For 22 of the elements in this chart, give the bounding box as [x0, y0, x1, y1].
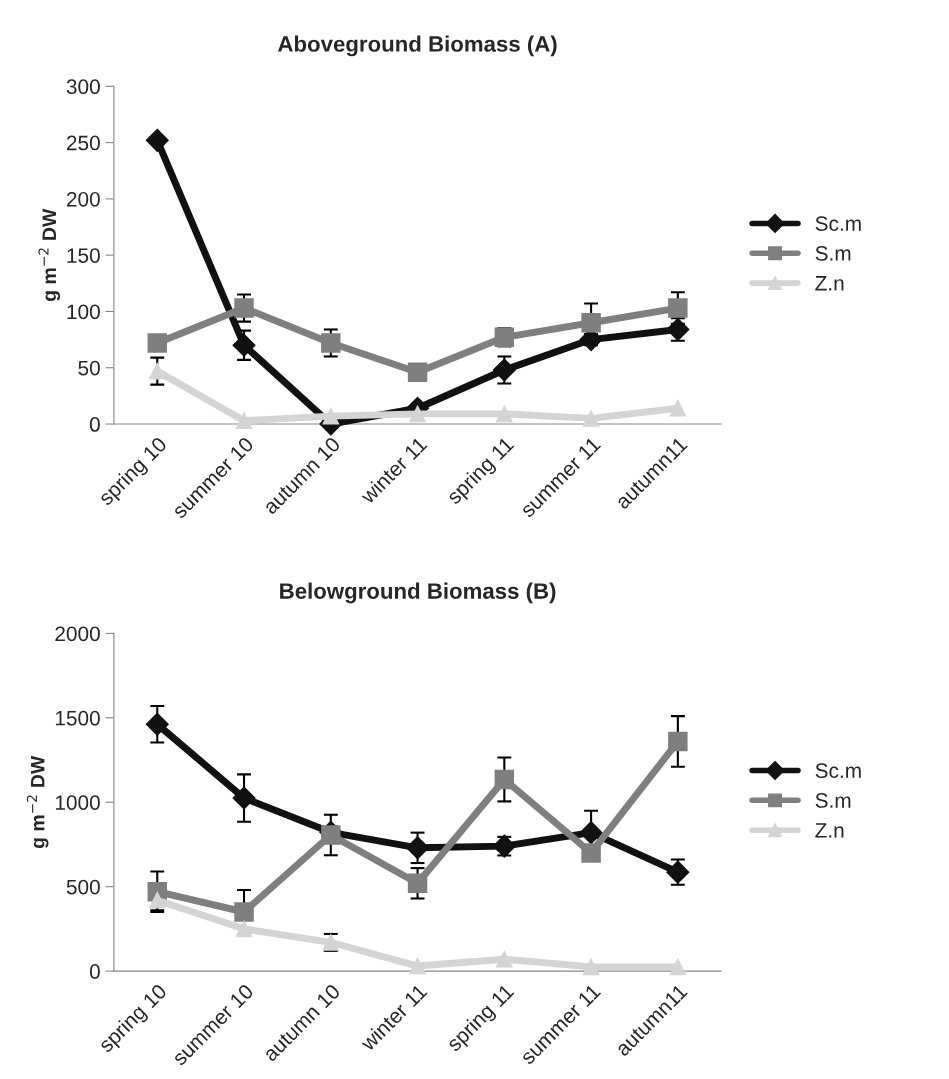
y-tick-label: 50 [78, 360, 100, 376]
legend-label: Z.n [815, 823, 844, 838]
y-tick-label: 500 [66, 879, 100, 895]
y-tick-label: 0 [89, 417, 100, 432]
y-tick-label: 150 [67, 248, 100, 263]
y-axis-title: g m$^{−2}$ DW [38, 208, 61, 302]
y-axis-title: g m$^{−2}$ DW [26, 755, 49, 849]
y-tick-label: 300 [66, 79, 100, 95]
legend-label: Sc.m [815, 216, 861, 231]
y-tick-label: 200 [66, 191, 100, 207]
y-tick-label: 2000 [55, 626, 100, 642]
legend-label: S.m [815, 246, 851, 261]
legend-label: Z.n [815, 276, 844, 291]
legend-label: S.m [815, 793, 851, 808]
y-tick-label: 250 [66, 135, 100, 151]
y-tick-label: 0 [89, 964, 100, 979]
chart-title: Belowground Biomass (B) [280, 582, 556, 604]
y-tick-label: 100 [67, 304, 100, 320]
legend-label: Sc.m [815, 763, 861, 778]
y-tick-label: 1500 [55, 710, 100, 726]
y-tick-label: 1000 [55, 795, 100, 810]
chart-title: Aboveground Biomass (A) [277, 35, 557, 57]
